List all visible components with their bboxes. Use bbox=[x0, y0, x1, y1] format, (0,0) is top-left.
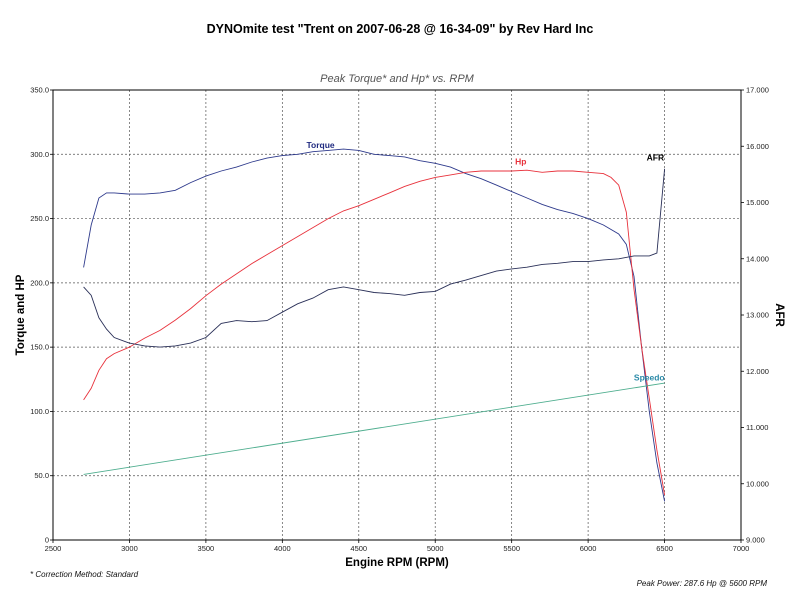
series-line-torque bbox=[83, 148, 666, 502]
series-line-speedo bbox=[83, 382, 665, 475]
x-tick-label: 3000 bbox=[121, 544, 138, 553]
y2-tick-label: 16.000 bbox=[746, 142, 769, 151]
y2-tick-label: 14.000 bbox=[746, 254, 769, 263]
series-label-torque: Torque bbox=[306, 140, 334, 150]
y-tick-label: 50.0 bbox=[34, 471, 49, 480]
x-tick-label: 5500 bbox=[503, 544, 520, 553]
correction-footnote: * Correction Method: Standard bbox=[30, 570, 139, 579]
x-tick-label: 2500 bbox=[45, 544, 62, 553]
y-tick-label: 300.0 bbox=[30, 150, 49, 159]
y-tick-label: 200.0 bbox=[30, 278, 49, 287]
y2-axis-ticks: 9.000 10.000 11.000 12.000 13.000 14.000 15.00… bbox=[741, 86, 769, 545]
x-axis-ticks: 2500 3000 3500 4000 4500 5000 5500 6000 6500 7000 bbox=[45, 540, 750, 553]
y2-tick-label: 15.000 bbox=[746, 198, 769, 207]
x-tick-label: 5000 bbox=[427, 544, 444, 553]
x-tick-label: 6500 bbox=[656, 544, 673, 553]
chart-grid bbox=[53, 90, 741, 540]
y2-tick-label: 13.000 bbox=[746, 311, 769, 320]
y-axis-ticks: 0 50.0 100.0 150.0 200.0 250.0 300.0 350.0 bbox=[30, 86, 53, 545]
series-label-afr: AFR bbox=[647, 152, 664, 162]
series-line-hp bbox=[83, 169, 666, 496]
y2-axis-label: AFR bbox=[773, 303, 785, 327]
peak-power-readout: Peak Power: 287.6 Hp @ 5600 RPM bbox=[636, 579, 767, 588]
page-title: DYNOmite test "Trent on 2007-06-28 @ 16-… bbox=[206, 22, 594, 36]
x-tick-label: 7000 bbox=[733, 544, 750, 553]
series-label-speedo: Speedo bbox=[634, 373, 665, 383]
x-axis-label: Engine RPM (RPM) bbox=[345, 557, 449, 569]
y-tick-label: 100.0 bbox=[30, 407, 49, 416]
series-line-afr bbox=[83, 168, 666, 348]
y2-tick-label: 17.000 bbox=[746, 86, 769, 95]
series-labels: Torque Hp AFR Speedo bbox=[306, 140, 664, 383]
chart-title: Peak Torque* and Hp* vs. RPM bbox=[320, 73, 474, 85]
y-tick-label: 0 bbox=[45, 536, 49, 545]
x-tick-label: 3500 bbox=[198, 544, 215, 553]
y2-tick-label: 10.000 bbox=[746, 479, 769, 488]
x-tick-label: 4500 bbox=[350, 544, 367, 553]
y2-tick-label: 9.000 bbox=[746, 536, 765, 545]
x-tick-label: 6000 bbox=[580, 544, 597, 553]
y-tick-label: 350.0 bbox=[30, 86, 49, 95]
y2-tick-label: 12.000 bbox=[746, 367, 769, 376]
x-tick-label: 4000 bbox=[274, 544, 291, 553]
y-tick-label: 250.0 bbox=[30, 214, 49, 223]
y-axis-label: Torque and HP bbox=[15, 274, 27, 355]
series-lines bbox=[83, 148, 666, 502]
y2-tick-label: 11.000 bbox=[746, 423, 768, 432]
series-label-hp: Hp bbox=[515, 157, 526, 167]
y-tick-label: 150.0 bbox=[30, 343, 49, 352]
